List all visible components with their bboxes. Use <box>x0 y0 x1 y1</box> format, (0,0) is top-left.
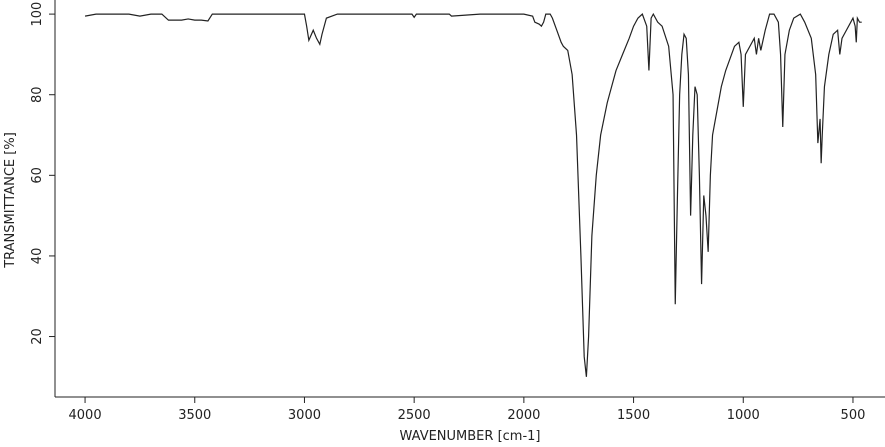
x-tick-label: 3000 <box>288 408 321 423</box>
x-axis-title: WAVENUMBER [cm-1] <box>400 429 541 444</box>
x-tick-label: 1500 <box>617 408 650 423</box>
x-tick-label: 3500 <box>178 408 211 423</box>
x-tick-label: 2500 <box>398 408 431 423</box>
x-tick-label: 4000 <box>69 408 102 423</box>
y-axis-title: TRANSMITTANCE [%] <box>3 132 18 269</box>
x-tick-label: 500 <box>841 408 866 423</box>
y-tick-label: 80 <box>30 86 45 103</box>
spectrum-line <box>84 12 862 377</box>
x-tick-label: 1000 <box>727 408 760 423</box>
y-tick-label: 20 <box>30 328 45 345</box>
y-tick-label: 100 <box>30 2 45 27</box>
y-tick-label: 60 <box>30 167 45 184</box>
y-tick-label: 40 <box>30 248 45 265</box>
x-tick-label: 2000 <box>507 408 540 423</box>
